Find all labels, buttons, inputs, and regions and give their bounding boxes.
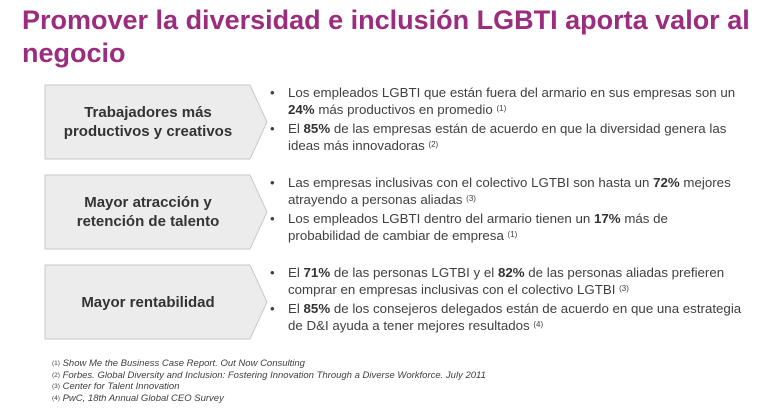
- footnote: (3) Center for Talent Innovation: [52, 381, 180, 392]
- chevron-label: Trabajadores más productivos y creativos: [63, 104, 233, 140]
- page-title: Promover la diversidad e inclusión LGBTI…: [22, 5, 750, 68]
- footnote-ref: (4): [533, 320, 544, 329]
- bullet-list: El 71% de las personas LGTBI y el 82% de…: [270, 264, 744, 336]
- footnote: (2) Forbes. Global Diversity and Inclusi…: [52, 369, 486, 381]
- footnote-ref: (1): [496, 104, 507, 113]
- chevron-label: Mayor atracción y retención de talento: [76, 194, 220, 230]
- footnote: (1) Show Me the Business Case Report. Ou…: [52, 358, 305, 369]
- chevron-arrow-icon: [44, 264, 268, 340]
- bullet-list: Los empleados LGBTI que están fuera del …: [270, 84, 744, 156]
- chevron-arrow-icon: [44, 174, 268, 250]
- chevron-shape: Trabajadores más productivos y creativos: [44, 84, 268, 160]
- chevron-shape: Mayor atracción y retención de talento: [44, 174, 268, 250]
- footnote-ref: (3): [466, 194, 476, 203]
- bullet-item: El 85% de los consejeros delegados están…: [270, 300, 744, 334]
- footnote-ref: (3): [619, 284, 629, 293]
- bullet-item: Los empleados LGBTI dentro del armario t…: [270, 210, 744, 244]
- footnote-ref: (2): [428, 140, 439, 149]
- footnote: (4) PwC, 18th Annual Global CEO Survey: [52, 392, 224, 404]
- footnote-ref: (1): [507, 230, 518, 239]
- bullet-item: Los empleados LGBTI que están fuera del …: [270, 84, 744, 118]
- bullet-item: El 71% de las personas LGTBI y el 82% de…: [270, 264, 744, 298]
- chevron-label: Mayor rentabilidad: [81, 293, 215, 311]
- bullet-list: Las empresas inclusivas con el colectivo…: [270, 174, 744, 246]
- bullet-item: El 85% de las empresas están de acuerdo …: [270, 120, 744, 154]
- footnotes: (1) Show Me the Business Case Report. Ou…: [52, 358, 732, 404]
- chevron-arrow-icon: [44, 84, 268, 160]
- chevron-shape: Mayor rentabilidad: [44, 264, 268, 340]
- bullet-item: Las empresas inclusivas con el colectivo…: [270, 174, 744, 208]
